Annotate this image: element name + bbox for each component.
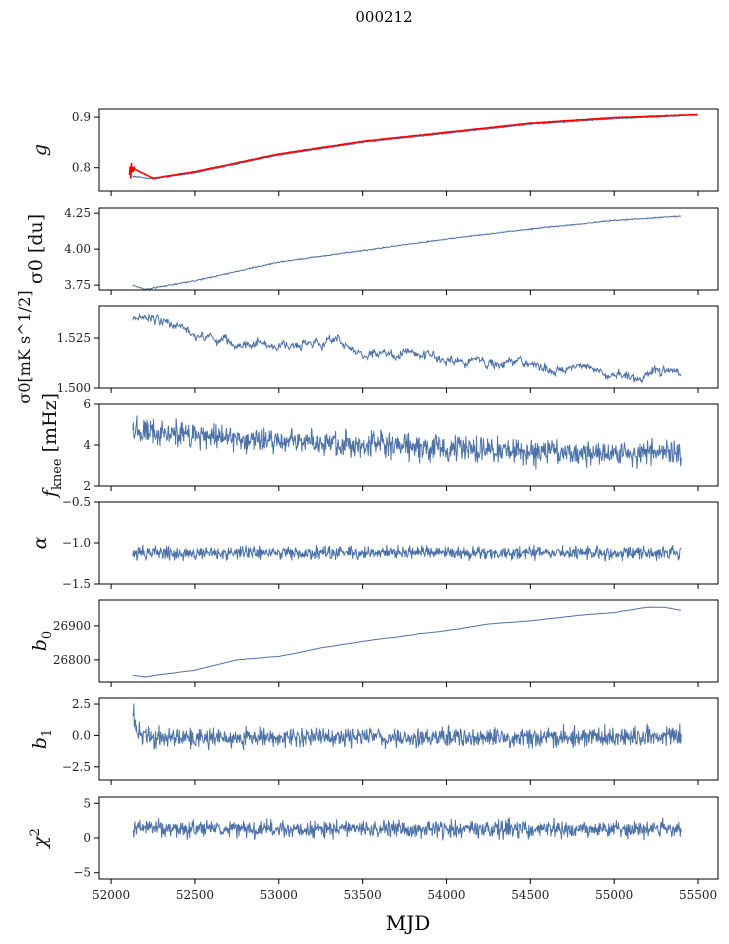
series-line-sigma0-du xyxy=(132,215,682,290)
y-tick-label: 2.5 xyxy=(72,697,91,711)
y-tick-label: 4 xyxy=(83,438,91,452)
y-tick-label: 2 xyxy=(83,479,91,493)
axes-frame-b1 xyxy=(98,697,719,781)
y-axis-label-sigma0-mk: σ0[mK s^1/2] xyxy=(15,290,34,403)
axes-frame-g xyxy=(98,108,719,192)
x-tick-label: 54500 xyxy=(511,888,549,902)
y-tick-label: −2.5 xyxy=(62,760,91,774)
series-line-chi2 xyxy=(132,817,682,841)
y-axis-label-sigma0-du: σ0 [du] xyxy=(25,214,47,284)
y-tick-label: 4.00 xyxy=(64,242,91,256)
axes-frame-alpha xyxy=(98,501,719,585)
y-axis-label-b1: b1 xyxy=(29,729,55,749)
y-tick-label: 1.525 xyxy=(57,331,91,345)
y-tick-label: 5 xyxy=(83,796,91,810)
x-tick-label: 54000 xyxy=(427,888,465,902)
series-line-fknee xyxy=(132,415,682,470)
axes-frame-b0 xyxy=(98,599,719,683)
y-axis-label-fknee: fknee [mHz] xyxy=(39,393,65,499)
x-tick-label: 55500 xyxy=(679,888,717,902)
y-tick-label: 26900 xyxy=(53,619,91,633)
axes-frame-sigma0-mk xyxy=(98,305,719,389)
series-line-sigma0-mk xyxy=(132,312,682,385)
y-axis-label-b0: b0 xyxy=(29,631,55,651)
y-tick-label: 1.500 xyxy=(57,381,91,395)
y-tick-label: −5 xyxy=(73,866,91,880)
y-tick-label: 0 xyxy=(83,831,91,845)
y-tick-label: 6 xyxy=(83,397,91,411)
x-axis-label: MJD xyxy=(386,911,431,935)
x-tick-label: 53500 xyxy=(344,888,382,902)
y-axis-label-chi2: χ2 xyxy=(28,828,51,850)
series-line-g-reference xyxy=(128,113,698,180)
y-tick-label: 0.0 xyxy=(72,728,91,742)
y-tick-label: −1.0 xyxy=(62,536,91,550)
y-axis-label-alpha: α xyxy=(29,536,51,549)
x-tick-label: 53000 xyxy=(260,888,298,902)
y-tick-label: 0.8 xyxy=(72,161,91,175)
y-axis-label-g: g xyxy=(29,144,51,156)
x-tick-label: 55000 xyxy=(595,888,633,902)
series-line-g-fit xyxy=(132,114,682,180)
x-tick-label: 52500 xyxy=(176,888,214,902)
y-tick-label: −0.5 xyxy=(62,495,91,509)
series-line-b1 xyxy=(132,703,682,751)
series-line-alpha xyxy=(132,544,682,562)
series-line-b0 xyxy=(132,606,681,678)
axes-frame-chi2 xyxy=(98,796,719,880)
y-tick-label: 0.9 xyxy=(72,110,91,124)
y-tick-label: 3.75 xyxy=(64,278,91,292)
x-tick-label: 52000 xyxy=(92,888,130,902)
y-tick-label: −1.5 xyxy=(62,577,91,591)
y-tick-label: 4.25 xyxy=(64,206,91,220)
y-tick-label: 26800 xyxy=(53,653,91,667)
figure-title: 000212 xyxy=(355,8,412,26)
